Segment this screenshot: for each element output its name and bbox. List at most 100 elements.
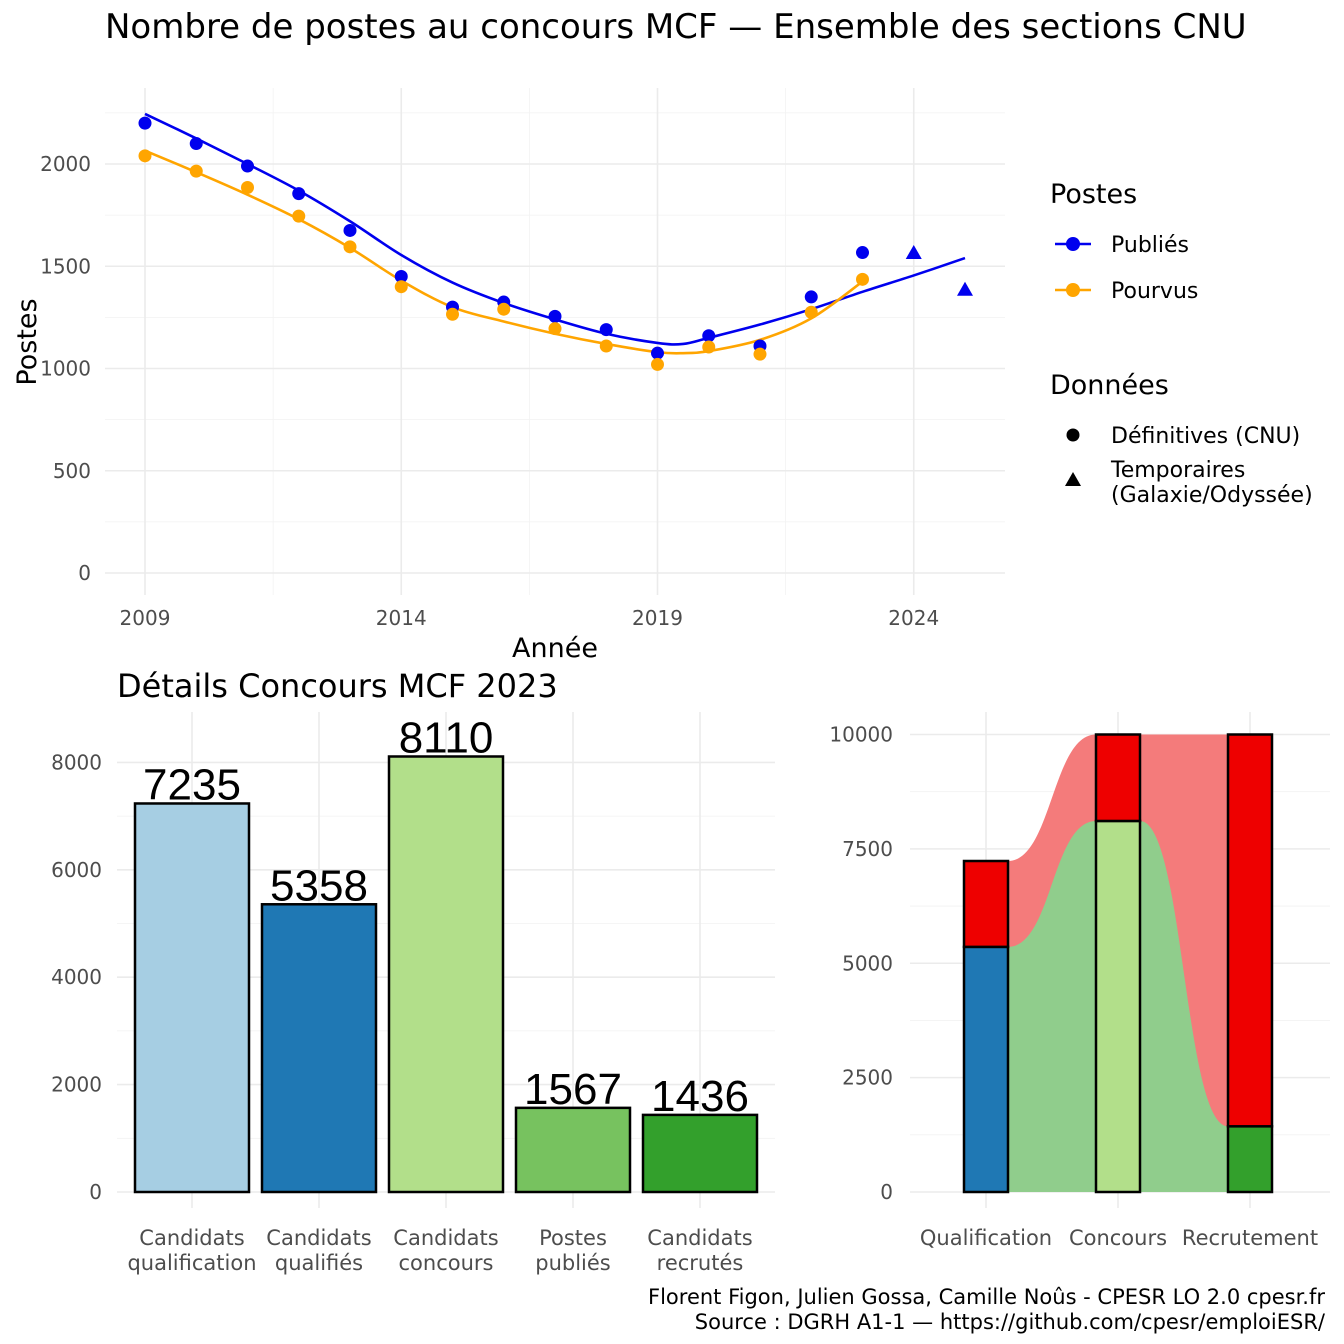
bar-chart-bars bbox=[133, 755, 759, 1194]
stacked-segment bbox=[1094, 819, 1142, 1194]
x-tick-label: Qualification bbox=[920, 1226, 1052, 1250]
legend-publies-marker bbox=[1066, 237, 1080, 251]
y-tick-label: 2000 bbox=[40, 152, 91, 176]
legend-publies-label: Publiés bbox=[1111, 233, 1189, 258]
data-point bbox=[856, 246, 869, 260]
data-point-triangle bbox=[957, 281, 973, 296]
stacked-segment bbox=[962, 859, 1010, 949]
y-tick-label: 10000 bbox=[829, 723, 893, 747]
legend: Postes Publiés Pourvus Données Définitiv… bbox=[1050, 179, 1313, 508]
data-point bbox=[599, 339, 613, 353]
bar bbox=[514, 1106, 632, 1194]
stacked-segment bbox=[962, 945, 1010, 1194]
bar-chart-title: Détails Concours MCF 2023 bbox=[117, 667, 558, 705]
y-tick-label: 6000 bbox=[51, 858, 102, 882]
y-tick-label: 0 bbox=[89, 1180, 102, 1204]
bar bbox=[387, 755, 505, 1194]
data-point bbox=[394, 269, 408, 283]
x-tick-label: 2024 bbox=[888, 606, 939, 630]
y-tick-label: 1500 bbox=[40, 254, 91, 278]
data-point bbox=[446, 307, 459, 321]
data-point bbox=[138, 149, 152, 163]
y-tick-label: 1000 bbox=[40, 357, 91, 381]
stacked-segment bbox=[1226, 1125, 1274, 1194]
y-tick-label: 4000 bbox=[51, 965, 102, 989]
y-tick-label: 8000 bbox=[51, 750, 102, 774]
data-point bbox=[548, 309, 562, 323]
y-tick-label: 500 bbox=[53, 459, 91, 483]
legend-donnees-title: Données bbox=[1050, 370, 1169, 401]
y-tick-label: 0 bbox=[880, 1180, 893, 1204]
line-chart-title: Nombre de postes au concours MCF — Ensem… bbox=[105, 7, 1247, 47]
y-tick-label: 2500 bbox=[842, 1066, 893, 1090]
x-tick-label: 2009 bbox=[120, 606, 171, 630]
data-point bbox=[394, 280, 408, 294]
data-point bbox=[189, 137, 203, 151]
data-point bbox=[702, 329, 716, 343]
flow-chart-bars bbox=[962, 733, 1274, 1194]
x-tick-label: qualification bbox=[127, 1251, 256, 1275]
bar-data-label: 7235 bbox=[143, 760, 241, 809]
line-chart-x-ticks: 2009 2014 2019 2024 bbox=[120, 606, 940, 630]
x-tick-label: 2019 bbox=[632, 606, 683, 630]
y-axis-title: Postes bbox=[12, 298, 43, 385]
line-chart-y-ticks: 0 500 1000 1500 2000 bbox=[40, 152, 91, 585]
data-point bbox=[804, 305, 818, 319]
legend-definitives-marker bbox=[1066, 428, 1080, 442]
x-tick-label: Concours bbox=[1069, 1226, 1167, 1250]
data-point bbox=[292, 209, 306, 223]
data-point bbox=[548, 322, 562, 336]
legend-postes-title: Postes bbox=[1050, 179, 1137, 210]
data-point-triangle bbox=[905, 244, 922, 259]
legend-pourvus-label: Pourvus bbox=[1111, 279, 1198, 304]
data-point bbox=[599, 323, 613, 337]
bar bbox=[641, 1113, 759, 1194]
data-point bbox=[702, 340, 716, 354]
stacked-segment bbox=[1094, 733, 1142, 823]
legend-temporaires-marker bbox=[1065, 472, 1081, 486]
smooth-line-pourvus bbox=[144, 149, 864, 355]
x-tick-label: 2014 bbox=[376, 606, 427, 630]
stacked-segment bbox=[1226, 733, 1274, 1128]
y-tick-label: 7500 bbox=[842, 837, 893, 861]
bar-chart-data-labels: 7235 5358 8110 1567 1436 bbox=[143, 713, 749, 1120]
flow-chart-y-ticks: 0 2500 5000 7500 10000 bbox=[829, 723, 893, 1205]
x-tick-label: Candidats bbox=[393, 1226, 498, 1250]
data-point bbox=[651, 346, 664, 360]
data-point bbox=[497, 302, 511, 316]
x-tick-label: publiés bbox=[535, 1251, 611, 1275]
flow-chart-x-ticks: Qualification Concours Recrutement bbox=[920, 1226, 1318, 1250]
x-tick-label: Candidats bbox=[647, 1226, 752, 1250]
bar-data-label: 1567 bbox=[524, 1065, 622, 1114]
data-point bbox=[651, 357, 664, 371]
y-tick-label: 0 bbox=[78, 561, 91, 585]
bar-data-label: 8110 bbox=[399, 713, 494, 762]
y-tick-label: 2000 bbox=[51, 1073, 102, 1097]
y-tick-label: 5000 bbox=[842, 951, 893, 975]
bar bbox=[133, 802, 251, 1194]
bar-data-label: 1436 bbox=[651, 1072, 749, 1121]
data-point bbox=[292, 187, 306, 201]
data-point bbox=[343, 240, 357, 254]
data-point bbox=[189, 164, 203, 178]
data-point bbox=[241, 159, 254, 173]
data-point bbox=[241, 181, 254, 195]
x-tick-label: recrutés bbox=[657, 1251, 744, 1275]
x-tick-label: Postes bbox=[539, 1226, 607, 1250]
legend-temporaires-label-2: (Galaxie/Odyssée) bbox=[1111, 483, 1313, 508]
bar bbox=[260, 903, 378, 1194]
line-chart-points bbox=[138, 116, 973, 371]
bar-chart-x-ticks: CandidatsqualificationCandidatsqualifiés… bbox=[127, 1226, 752, 1275]
data-point bbox=[856, 272, 869, 286]
line-chart-grid bbox=[105, 88, 1005, 595]
x-axis-title: Année bbox=[512, 633, 598, 664]
legend-temporaires-label-1: Temporaires bbox=[1110, 458, 1245, 483]
x-tick-label: Candidats bbox=[266, 1226, 371, 1250]
caption-source: Source : DGRH A1-1 — https://github.com/… bbox=[695, 1310, 1326, 1334]
caption-authors: Florent Figon, Julien Gossa, Camille Noû… bbox=[648, 1285, 1325, 1309]
legend-pourvus-marker bbox=[1066, 283, 1080, 297]
legend-definitives-label: Définitives (CNU) bbox=[1111, 424, 1300, 449]
x-tick-label: Candidats bbox=[139, 1226, 244, 1250]
x-tick-label: concours bbox=[399, 1251, 494, 1275]
